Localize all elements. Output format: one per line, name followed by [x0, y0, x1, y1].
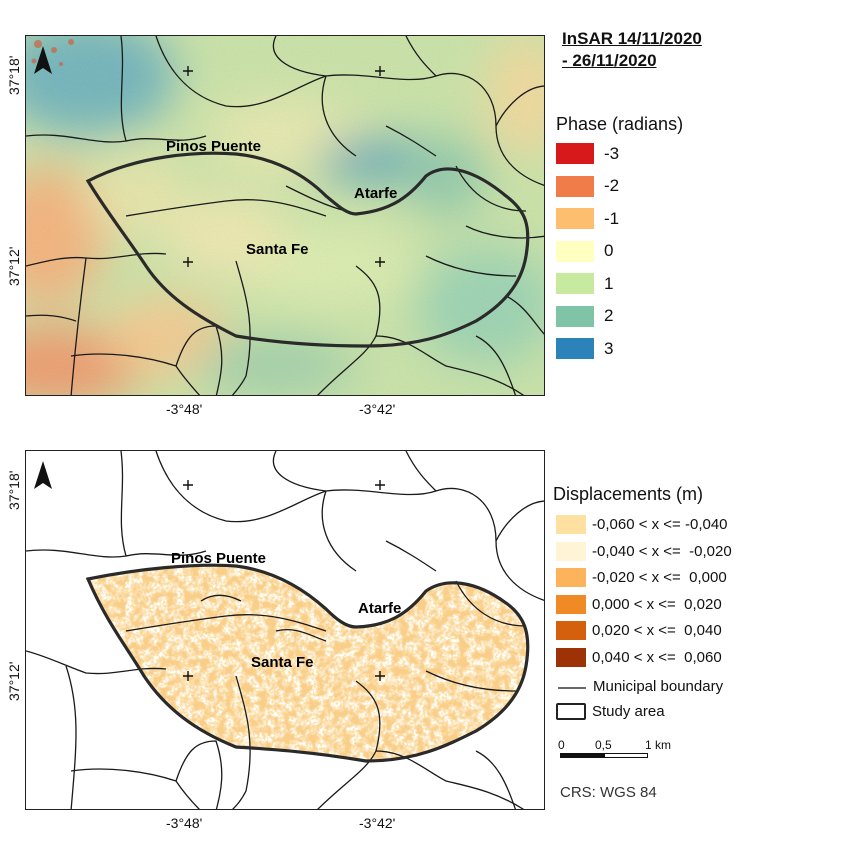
legend-study-area-label: Study area [592, 703, 665, 720]
displacement-legend-item: 0,040 < x <= 0,060 [556, 647, 722, 667]
displacement-legend-label: 0,000 < x <= 0,020 [592, 595, 722, 613]
place-label-atarfe: Atarfe [354, 185, 397, 202]
place-label-atarfe: Atarfe [358, 600, 401, 617]
study-area-symbol-icon [556, 703, 586, 720]
displacement-legend-label: 0,020 < x <= 0,040 [592, 622, 722, 639]
displacement-legend-item: 0,000 < x <= 0,020 [556, 594, 722, 614]
place-label-pinos-puente: Pinos Puente [171, 550, 266, 567]
legend-municipal-boundary: Municipal boundary [556, 678, 723, 695]
phase-legend-item: 3 [556, 338, 613, 359]
north-arrow-icon [34, 461, 52, 489]
phase-legend-title: Phase (radians) [556, 114, 684, 134]
displacement-legend-label: -0,060 < x <= -0,040 [592, 516, 728, 533]
scale-label-end: 1 km [645, 738, 672, 752]
displacement-legend-title: Displacements (m) [553, 484, 704, 504]
lat-tick-top-1: 37°18' [6, 55, 22, 95]
displacement-legend-label: -0,020 < x <= 0,000 [592, 569, 727, 586]
phase-swatch [556, 273, 594, 294]
displacement-swatch [556, 621, 586, 640]
phase-swatch [556, 240, 594, 262]
phase-legend-item: 0 [556, 240, 614, 262]
phase-legend-item: -2 [556, 175, 620, 197]
north-arrow-icon [34, 46, 52, 74]
phase-legend-label: -3 [604, 143, 620, 163]
displacement-map: Pinos Puente Atarfe Santa Fe [25, 450, 545, 810]
scale-label-mid: 0,5 [595, 738, 612, 752]
map-title: InSAR 14/11/2020 - 26/11/2020 [562, 28, 702, 72]
lat-tick-bottom-2: 37°12' [6, 661, 22, 701]
displacement-swatch [556, 647, 586, 667]
crs-label: CRS: WGS 84 [560, 784, 657, 801]
phase-legend-label: -1 [604, 208, 620, 228]
study-area-outline-top [85, 151, 530, 348]
scale-segment-white [604, 753, 648, 758]
displacement-map-canvas: Pinos Puente Atarfe Santa Fe [26, 451, 544, 809]
displacement-legend-label: 0,040 < x <= 0,060 [592, 648, 722, 666]
phase-legend-label: 1 [604, 273, 614, 293]
study-area-outline-bottom [85, 563, 530, 763]
phase-swatch [556, 175, 594, 197]
phase-legend-item: -1 [556, 208, 619, 229]
phase-legend-label: 3 [604, 338, 614, 358]
phase-swatch [556, 208, 594, 229]
displacement-legend-item: -0,020 < x <= 0,000 [556, 568, 727, 587]
lat-tick-bottom-1: 37°18' [6, 470, 22, 510]
displacement-legend-item: -0,060 < x <= -0,040 [556, 515, 728, 534]
graticule-crosses-bottom [183, 480, 385, 681]
place-label-santa-fe: Santa Fe [246, 241, 309, 258]
displacement-swatch [556, 594, 586, 614]
legend-study-area: Study area [556, 703, 665, 720]
phase-legend-label: 0 [604, 241, 614, 260]
phase-swatch [556, 305, 594, 327]
phase-legend-label: -2 [604, 176, 620, 195]
place-label-santa-fe: Santa Fe [251, 654, 314, 671]
scale-label-0: 0 [558, 738, 565, 752]
line-symbol-icon [558, 686, 586, 689]
phase-swatch [556, 143, 594, 164]
scale-segment-black [560, 753, 604, 758]
phase-legend-label: 2 [604, 306, 614, 325]
graticule-crosses-top [183, 66, 385, 267]
lon-tick-bottom-1: -3°48' [166, 815, 203, 831]
phase-swatch [556, 338, 594, 359]
displacement-swatch [556, 568, 586, 587]
displacement-swatch [556, 515, 586, 534]
lat-tick-top-2: 37°12' [6, 246, 22, 286]
phase-map-canvas: Pinos Puente Atarfe Santa Fe [26, 36, 544, 395]
title-line-1: InSAR 14/11/2020 [562, 29, 702, 48]
displacement-legend-label: -0,040 < x <= -0,020 [592, 542, 732, 560]
insar-phase-map: Pinos Puente Atarfe Santa Fe [25, 35, 545, 396]
lon-tick-bottom-2: -3°42' [359, 815, 396, 831]
displacement-legend-item: -0,040 < x <= -0,020 [556, 541, 732, 561]
title-line-2: - 26/11/2020 [562, 51, 657, 70]
displacement-legend-item: 0,020 < x <= 0,040 [556, 621, 722, 640]
municipal-boundaries-top [26, 36, 544, 395]
phase-legend-item: -3 [556, 143, 619, 164]
displacement-swatch [556, 541, 586, 561]
lon-tick-top-1: -3°48' [166, 401, 203, 417]
phase-legend-item: 2 [556, 305, 614, 327]
lon-tick-top-2: -3°42' [359, 401, 396, 417]
municipal-boundaries-bottom [26, 451, 544, 809]
phase-legend-item: 1 [556, 273, 613, 294]
legend-municipal-boundary-label: Municipal boundary [593, 678, 724, 695]
place-label-pinos-puente: Pinos Puente [166, 138, 261, 155]
